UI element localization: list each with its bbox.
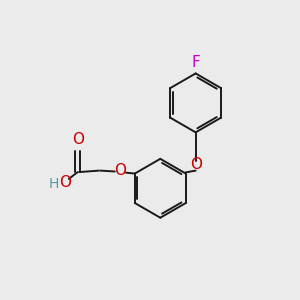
Text: O: O: [59, 175, 71, 190]
Text: H: H: [49, 177, 59, 191]
Text: F: F: [191, 55, 200, 70]
Text: O: O: [72, 132, 84, 147]
Text: O: O: [114, 163, 126, 178]
Text: O: O: [190, 157, 202, 172]
